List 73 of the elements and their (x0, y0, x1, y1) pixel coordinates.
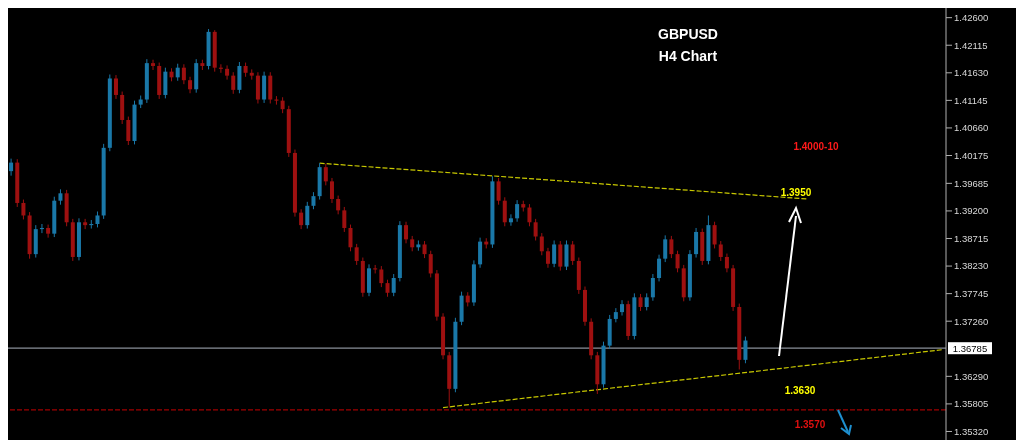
candlestick (743, 336, 748, 364)
y-tick-label: 1.37260 (954, 315, 989, 327)
y-tick-label: 1.36290 (954, 370, 989, 382)
annotation: 1.3950 (779, 186, 813, 200)
candlestick (539, 232, 544, 256)
candlestick (181, 63, 186, 85)
candlestick (391, 273, 396, 297)
candlestick (225, 64, 230, 81)
candlestick (46, 224, 51, 239)
candlestick (336, 195, 341, 215)
candlestick (650, 273, 655, 302)
y-tick-label: 1.40175 (954, 149, 989, 161)
y-tick-label: 1.35320 (954, 425, 989, 437)
y-tick-label: 1.39685 (954, 177, 989, 189)
candlestick (255, 71, 260, 104)
text: H4 Chart (657, 48, 719, 64)
candlestick (9, 158, 14, 177)
ref-line-label: 1.36785 (952, 343, 988, 355)
candlestick (496, 177, 501, 206)
candlestick (151, 59, 156, 71)
y-tick-label: 1.38715 (954, 232, 989, 244)
candlestick (502, 196, 507, 227)
text: GBPUSD (657, 26, 719, 42)
candlestick (570, 240, 575, 266)
candlestick (527, 203, 532, 227)
candlestick (21, 199, 26, 220)
candlestick (657, 254, 662, 282)
candlestick (663, 234, 668, 263)
candlestick (113, 74, 118, 100)
candlestick (724, 253, 729, 273)
candlestick (323, 163, 328, 186)
y-tick-label: 1.38230 (954, 260, 989, 272)
candlestick (342, 206, 347, 233)
y-tick-label: 1.39200 (954, 205, 989, 217)
annotation: 1.4000-10 (792, 140, 840, 154)
candlestick (348, 224, 353, 252)
candlestick (237, 61, 242, 94)
candlestick (564, 239, 569, 271)
candlestick (669, 235, 674, 259)
candlestick (83, 218, 88, 230)
candlestick (675, 250, 680, 273)
ref-line-label: 1.3570 (794, 418, 826, 430)
candlestick (515, 199, 520, 223)
y-tick-label: 1.40660 (954, 122, 989, 134)
annotation: 1.3630 (783, 384, 817, 398)
candlestick (428, 250, 433, 278)
candlestick (558, 240, 563, 272)
candlestick (354, 243, 359, 266)
candlestick (508, 213, 513, 227)
y-tick-label: 1.35805 (954, 398, 989, 410)
y-tick-label: 1.42115 (954, 39, 988, 51)
candlestick (163, 67, 168, 99)
y-tick-label: 1.42600 (954, 12, 989, 24)
candlestick (262, 71, 267, 104)
candlestick (299, 208, 304, 230)
candlestick (126, 116, 131, 146)
candlestick (712, 221, 717, 249)
candlestick (268, 71, 273, 104)
candlestick (718, 240, 723, 262)
y-tick-label: 1.37745 (954, 288, 989, 299)
candlestick (379, 265, 384, 288)
candlestick (404, 221, 409, 244)
candlestick (694, 227, 699, 259)
candlestick (533, 218, 538, 241)
y-tick-label: 1.41630 (954, 67, 989, 79)
candlestick (545, 247, 550, 269)
candlestick (231, 71, 236, 95)
candlestick (305, 201, 310, 230)
candlestick (552, 239, 557, 268)
y-tick-label: 1.41145 (954, 94, 988, 106)
candlestick (478, 237, 483, 269)
candlestick (329, 177, 334, 204)
candlestick (620, 299, 625, 317)
